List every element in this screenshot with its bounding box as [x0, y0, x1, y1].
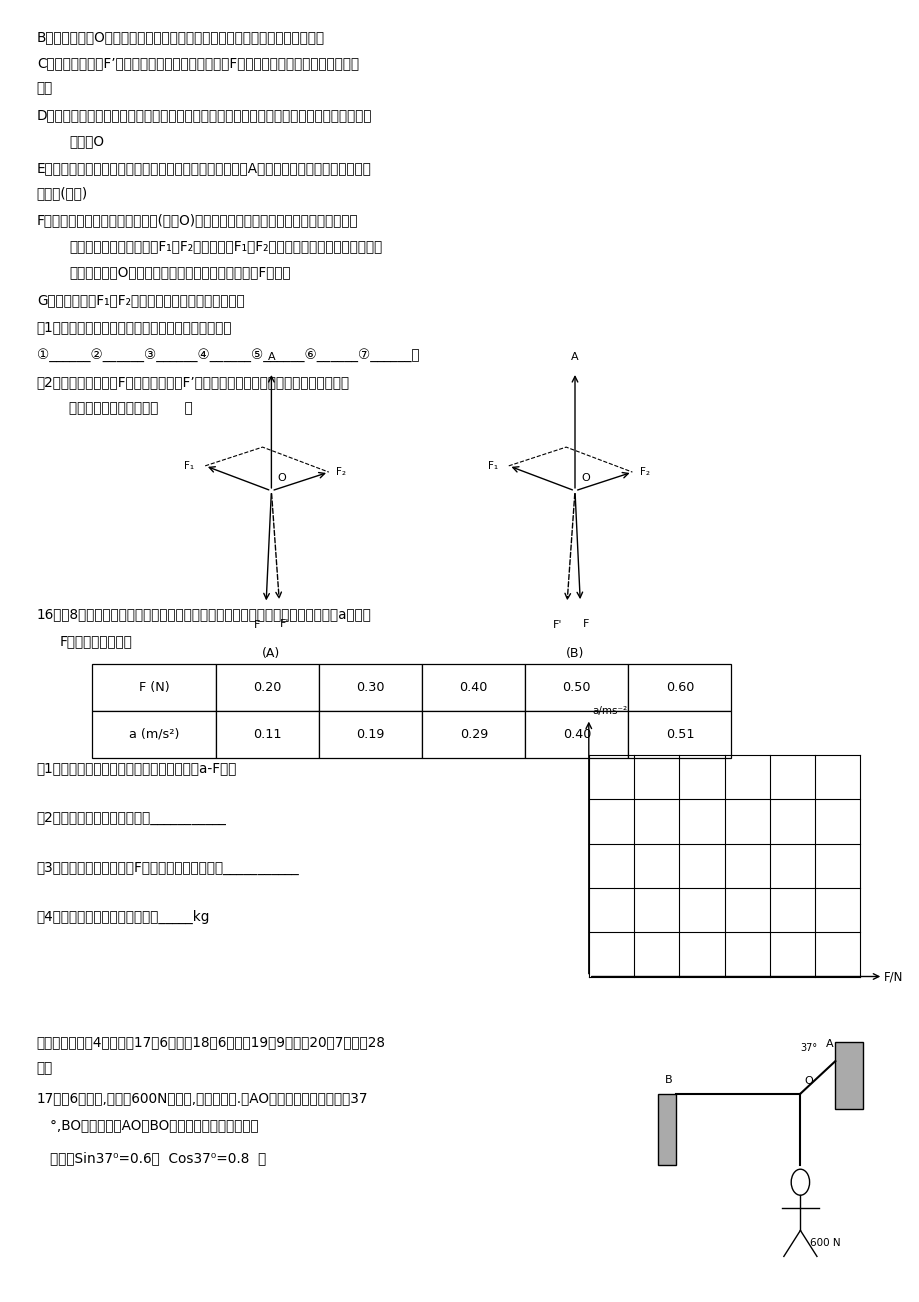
- Text: F: F: [582, 618, 588, 629]
- Text: 0.40: 0.40: [562, 728, 590, 741]
- Bar: [628, 711, 731, 758]
- Text: O: O: [581, 473, 590, 483]
- Text: B: B: [664, 1074, 672, 1085]
- Bar: [422, 664, 525, 711]
- Text: 0.29: 0.29: [460, 728, 487, 741]
- Text: 37°: 37°: [800, 1043, 817, 1053]
- Text: （4）小车和车上码码的总质量为_____kg: （4）小车和车上码码的总质量为_____kg: [37, 910, 210, 924]
- Text: 比较符合实验事实的是（      ）: 比较符合实验事实的是（ ）: [69, 401, 193, 415]
- Bar: [525, 711, 628, 758]
- Text: （2）图像的斜率的物理意义是___________: （2）图像的斜率的物理意义是___________: [37, 811, 226, 825]
- Bar: [92, 664, 216, 711]
- Text: F₁: F₁: [184, 461, 194, 471]
- Text: 0.11: 0.11: [254, 728, 281, 741]
- Text: O: O: [803, 1075, 812, 1086]
- Text: a (m/s²): a (m/s²): [129, 728, 179, 741]
- Text: F．用铅笔和刻度尺从力的作用点(位置O)沿着两绳套的方向画直线，按选定的标度作出: F．用铅笔和刻度尺从力的作用点(位置O)沿着两绳套的方向画直线，按选定的标度作出: [37, 214, 358, 228]
- Text: G．改变两个功F₁、F₂的大小和夹角，再重复实验两次: G．改变两个功F₁、F₂的大小和夹角，再重复实验两次: [37, 293, 244, 307]
- Bar: [216, 711, 319, 758]
- Text: F₂: F₂: [335, 467, 346, 477]
- Text: a/ms⁻²: a/ms⁻²: [592, 706, 627, 716]
- Text: 16．（8分）某同学在研究加速度和力、质量的关系的实验中，测得小车的加速度a和拉功: 16．（8分）某同学在研究加速度和力、质量的关系的实验中，测得小车的加速度a和拉…: [37, 607, 371, 621]
- Bar: [216, 664, 319, 711]
- Text: 0.19: 0.19: [357, 728, 384, 741]
- Text: A: A: [571, 352, 578, 362]
- Text: ①______②______③______④______⑤______⑥______⑦______。: ①______②______③______④______⑤______⑥____…: [37, 348, 419, 362]
- Text: A: A: [267, 352, 275, 362]
- Text: 分）: 分）: [37, 1061, 53, 1075]
- Text: 0.40: 0.40: [460, 681, 487, 694]
- Bar: [319, 664, 422, 711]
- Text: E．把白纸钉在木板上，并将橡皮条的一端固定在木板上的A点，让两根细绳套拴在橡皮条的: E．把白纸钉在木板上，并将橡皮条的一端固定在木板上的A点，让两根细绳套拴在橡皮条…: [37, 161, 371, 176]
- Text: 0.50: 0.50: [562, 681, 590, 694]
- Text: F: F: [254, 620, 260, 630]
- Bar: [319, 711, 422, 758]
- Text: A: A: [825, 1039, 833, 1049]
- Text: (B): (B): [565, 647, 584, 660]
- Text: 行四边形，过O点画平行四边形的对角线，即为合功F的图示: 行四边形，过O点画平行四边形的对角线，即为合功F的图示: [69, 266, 290, 280]
- Text: （2）在本实验中，用F表示理论合功，F’表示实验测出的合功，则下面的两个图中，: （2）在本实验中，用F表示理论合功，F’表示实验测出的合功，则下面的两个图中，: [37, 375, 349, 389]
- Bar: [657, 1094, 675, 1165]
- Text: B．用铅笔描下O点的位置和两条细绳套的方向，并记下两个弹簧测力计的读数: B．用铅笔描下O点的位置和两条细绳套的方向，并记下两个弹簧测力计的读数: [37, 30, 324, 44]
- Text: (A): (A): [262, 647, 280, 660]
- Text: 17．（6分如图,一位重600N的演员,悬挂在绳上.若AO绳与水平方向的夹角为37: 17．（6分如图,一位重600N的演员,悬挂在绳上.若AO绳与水平方向的夹角为3…: [37, 1091, 368, 1105]
- Bar: [834, 1042, 862, 1109]
- Text: 0.30: 0.30: [357, 681, 384, 694]
- Bar: [92, 711, 216, 758]
- Text: 三、计算题（兲4小题，第17题6分，第18题6分，第19题9分，第20题7分，內28: 三、计算题（兲4小题，第17题6分，第18题6分，第19题9分，第20题7分，內…: [37, 1035, 385, 1049]
- Bar: [525, 664, 628, 711]
- Text: 600 N: 600 N: [809, 1238, 839, 1249]
- Text: （1）根据表中的数据在右侧的坐标图上作出a-F图象: （1）根据表中的数据在右侧的坐标图上作出a-F图象: [37, 762, 237, 776]
- Text: 0.60: 0.60: [665, 681, 693, 694]
- Text: （已知Sin37⁰=0.6，  Cos37⁰=0.8  ）: （已知Sin37⁰=0.6， Cos37⁰=0.8 ）: [37, 1151, 266, 1165]
- Text: F': F': [552, 620, 562, 630]
- Text: C．比较一下，功F’与用平行四边形定则求出的合功F大小和方向是否在误差允许范围内: C．比较一下，功F’与用平行四边形定则求出的合功F大小和方向是否在误差允许范围内: [37, 56, 358, 70]
- Text: F': F': [279, 618, 289, 629]
- Text: 这两只弹簧测力计的拉功F₁和F₂的图示，以F₁和F₂为邻边利用刻度尺和三角板作平: 这两只弹簧测力计的拉功F₁和F₂的图示，以F₁和F₂为邻边利用刻度尺和三角板作平: [69, 240, 381, 254]
- Text: 一位置O: 一位置O: [69, 134, 104, 148]
- Text: 0.20: 0.20: [254, 681, 281, 694]
- Text: F的数据如下表所示: F的数据如下表所示: [60, 634, 132, 648]
- Text: （3）图像（或延长线）与F轴的截距的物理意义是___________: （3）图像（或延长线）与F轴的截距的物理意义是___________: [37, 861, 300, 875]
- Text: °,BO绳水平，则AO、BO两绳受到的力各为多大？: °,BO绳水平，则AO、BO两绳受到的力各为多大？: [37, 1118, 258, 1133]
- Text: F/N: F/N: [883, 970, 902, 983]
- Text: D．用两只弹簧测力计分别钉住细绳套，互成角度地拉橡皮条，使橡皮条伸长，让结点到达某: D．用两只弹簧测力计分别钉住细绳套，互成角度地拉橡皮条，使橡皮条伸长，让结点到达…: [37, 108, 372, 122]
- Bar: [422, 711, 525, 758]
- Text: 另一端(结点): 另一端(结点): [37, 186, 88, 201]
- Text: 0.51: 0.51: [665, 728, 693, 741]
- Text: （1）将上述步骤，按实际操作的先后顺序填在下面：: （1）将上述步骤，按实际操作的先后顺序填在下面：: [37, 320, 233, 335]
- Text: O: O: [278, 473, 287, 483]
- Text: F (N): F (N): [139, 681, 169, 694]
- Text: F₂: F₂: [639, 467, 649, 477]
- Text: F₁: F₁: [487, 461, 497, 471]
- Text: 相同: 相同: [37, 81, 53, 95]
- Bar: [628, 664, 731, 711]
